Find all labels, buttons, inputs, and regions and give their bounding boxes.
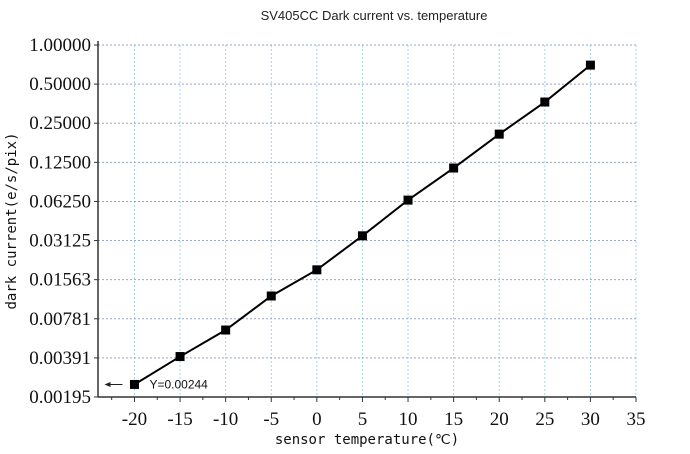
y-tick-label: 0.12500 (29, 152, 91, 173)
grid (98, 44, 637, 398)
x-tick-label: -15 (167, 409, 192, 430)
x-tick-label: -5 (263, 409, 279, 430)
x-tick-label: 20 (490, 409, 509, 430)
data-point (129, 379, 139, 389)
data-point (494, 129, 504, 139)
x-tick-label: 15 (444, 409, 463, 430)
data-point (266, 291, 276, 301)
y-tick-label: 0.03125 (29, 231, 91, 252)
y-tick-label: 0.00391 (29, 348, 91, 369)
annotation-arrowhead-icon (104, 381, 111, 387)
data-point (312, 265, 322, 275)
x-tick-label: 30 (581, 409, 600, 430)
y-tick-label: 0.25000 (29, 113, 91, 134)
data-point (221, 325, 231, 335)
data-point (449, 163, 459, 173)
y-tick-label: 0.06250 (29, 191, 91, 212)
x-tick-label: 0 (312, 409, 322, 430)
x-axis-label: sensor temperature(℃) (275, 432, 459, 448)
x-tick-label: -10 (213, 409, 238, 430)
data-point (585, 60, 595, 70)
x-tick-label: -20 (122, 409, 147, 430)
series (104, 60, 595, 389)
annotation-label: Y=0.00244 (149, 377, 208, 391)
y-axis-label: dark current(e/s/pix) (4, 132, 20, 309)
y-tick-label: 0.50000 (29, 74, 91, 95)
chart-title: SV405CC Dark current vs. temperature (261, 8, 488, 23)
y-tick-label: 1.00000 (29, 35, 91, 56)
x-tick-label: 35 (627, 409, 646, 430)
y-tick-label: 0.01563 (29, 270, 91, 291)
data-point (357, 231, 367, 241)
axes: 1.00000 0.50000 0.25000 0.12500 0.06250 0.031… (29, 35, 645, 430)
y-tick-label: 0.00781 (29, 309, 91, 330)
data-point (540, 97, 550, 107)
x-tick-label: 10 (399, 409, 418, 430)
y-tick-label: 0.00195 (29, 387, 91, 408)
x-tick-label: 25 (535, 409, 554, 430)
data-point (403, 195, 413, 205)
x-tick-label: 5 (358, 409, 368, 430)
data-point (175, 352, 185, 362)
